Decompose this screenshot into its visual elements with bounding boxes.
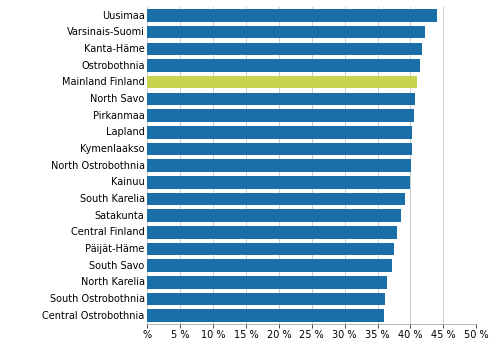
- Bar: [147, 309, 384, 322]
- Bar: [147, 293, 385, 305]
- Bar: [147, 93, 415, 105]
- Bar: [147, 210, 401, 222]
- Bar: [147, 159, 411, 172]
- Bar: [147, 76, 417, 89]
- Bar: [147, 260, 392, 272]
- Bar: [147, 176, 410, 189]
- Bar: [147, 226, 397, 239]
- Bar: [147, 143, 412, 155]
- Bar: [147, 59, 420, 72]
- Bar: [147, 9, 437, 22]
- Bar: [147, 126, 412, 139]
- Bar: [147, 109, 414, 122]
- Bar: [147, 193, 405, 205]
- Bar: [147, 276, 387, 289]
- Bar: [147, 26, 425, 39]
- Bar: [147, 243, 394, 255]
- Bar: [147, 42, 422, 55]
